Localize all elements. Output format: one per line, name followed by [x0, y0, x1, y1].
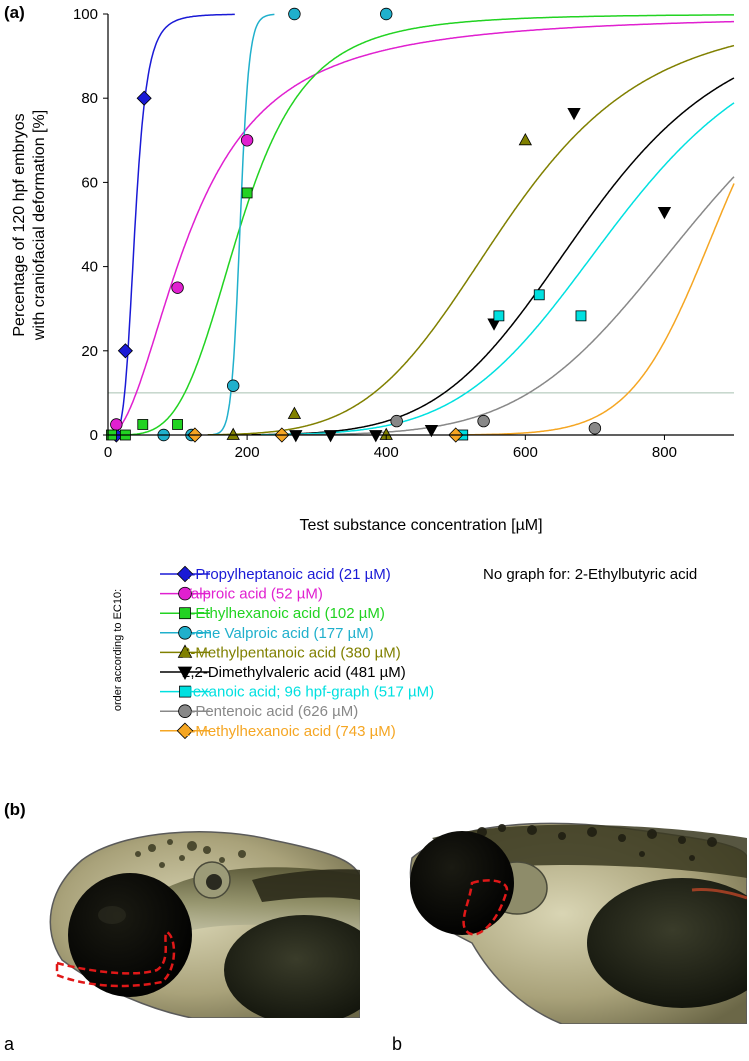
data-point-series-3 — [288, 7, 301, 21]
x-tick-label: 600 — [513, 444, 538, 461]
data-point-series-7 — [588, 422, 602, 435]
legend-marker-2 — [179, 607, 191, 620]
data-point-series-0 — [136, 90, 152, 106]
fitted-curves — [110, 13, 735, 436]
data-point-series-6 — [493, 310, 505, 322]
axes: 0 200 400 600 800 0 20 40 60 80 100 — [73, 6, 734, 461]
legend-marker-0 — [176, 565, 194, 583]
x-tick-label: 0 — [104, 444, 112, 461]
data-point-series-0 — [117, 343, 133, 359]
data-point-series-3 — [226, 379, 240, 392]
y-axis-label-line-1: Percentage of 120 hpf embryos — [11, 113, 28, 336]
data-markers — [106, 7, 672, 443]
no-graph-note: No graph for: 2-Ethylbutyric acid — [483, 566, 697, 583]
y-tick-label: 80 — [81, 90, 98, 107]
curve-series-4 — [207, 44, 735, 436]
legend-marker-7 — [178, 704, 192, 718]
data-point-series-1 — [171, 281, 184, 294]
data-point-series-5 — [424, 425, 439, 438]
x-axis-label: Test substance concentration [µM] — [299, 517, 542, 534]
y-tick-label: 60 — [81, 174, 98, 191]
legend-label-1: Valproic acid (52 µM) — [182, 586, 323, 603]
curve-series-8 — [462, 183, 735, 436]
embryo-photo-a — [42, 820, 360, 1018]
y-tick-label: 100 — [73, 6, 98, 23]
legend-label-3: 4-ene Valproic acid (177 µM) — [182, 625, 374, 642]
legend-side-title: order according to EC10: — [112, 589, 124, 711]
data-point-series-4 — [518, 132, 533, 146]
data-point-series-5 — [323, 430, 338, 443]
curve-series-7 — [296, 176, 735, 436]
data-point-series-5 — [289, 430, 303, 443]
data-point-series-3 — [380, 7, 393, 21]
curve-series-6 — [260, 102, 735, 436]
data-point-series-4 — [226, 427, 240, 440]
legend-marker-3 — [178, 626, 192, 640]
legend-label-8: 2-Methylhexanoic acid (743 µM) — [182, 723, 396, 740]
x-tick-label: 400 — [374, 444, 399, 461]
curve-series-1 — [110, 20, 734, 436]
curve-series-2 — [128, 14, 734, 436]
data-point-series-4 — [287, 406, 302, 419]
data-point-series-2 — [137, 419, 149, 430]
y-tick-label: 0 — [90, 427, 98, 444]
curve-series-0 — [113, 13, 235, 436]
panel-b-label: (b) — [4, 800, 26, 819]
legend-label-6: Hexanoic acid; 96 hpf-graph (517 µM) — [182, 684, 434, 701]
data-point-series-1 — [110, 418, 123, 431]
photo-a-label: a — [4, 1034, 15, 1054]
x-tick-label: 800 — [652, 444, 677, 461]
curve-series-3 — [210, 13, 275, 436]
curve-series-5 — [251, 77, 735, 436]
legend-marker-4 — [177, 644, 193, 658]
data-point-series-7 — [390, 414, 403, 428]
photo-b-label: b — [392, 1034, 402, 1054]
data-point-series-1 — [240, 134, 254, 147]
legend-label-5: 2,2-Dimethylvaleric acid (481 µM) — [182, 664, 406, 681]
legend-marker-5 — [177, 666, 193, 680]
data-point-series-6 — [533, 289, 545, 301]
dose-response-chart: 0 200 400 600 800 0 20 40 60 80 100 Test substance… — [11, 6, 735, 534]
legend-marker-6 — [179, 685, 191, 698]
y-axis-label-line-2: with craniofacial deformation [%] — [31, 110, 48, 341]
legend-label-4: 2-Methylpentanoic acid (380 µM) — [182, 644, 401, 661]
data-point-series-6 — [575, 310, 587, 322]
legend-marker-8 — [176, 722, 194, 740]
x-tick-label: 200 — [235, 444, 260, 461]
legend-label-2: 2-Ethylhexanoic acid (102 µM) — [182, 605, 385, 622]
legend-label-7: 4-Pentenoic acid (626 µM) — [182, 703, 358, 720]
data-point-series-2 — [241, 187, 253, 199]
legend: 2-Propylheptanoic acid (21 µM) Valproic a… — [160, 565, 434, 740]
legend-label-0: 2-Propylheptanoic acid (21 µM) — [182, 566, 391, 583]
data-point-series-5 — [369, 430, 383, 443]
panel-a-label: (a) — [4, 3, 25, 22]
data-point-series-5 — [657, 206, 672, 220]
y-tick-label: 20 — [81, 343, 98, 360]
data-point-series-2 — [172, 419, 183, 430]
legend-marker-1 — [178, 586, 192, 601]
embryo-photo-b — [392, 818, 747, 1024]
y-tick-label: 40 — [81, 259, 98, 276]
data-point-series-5 — [567, 108, 581, 121]
data-point-series-7 — [477, 414, 490, 428]
